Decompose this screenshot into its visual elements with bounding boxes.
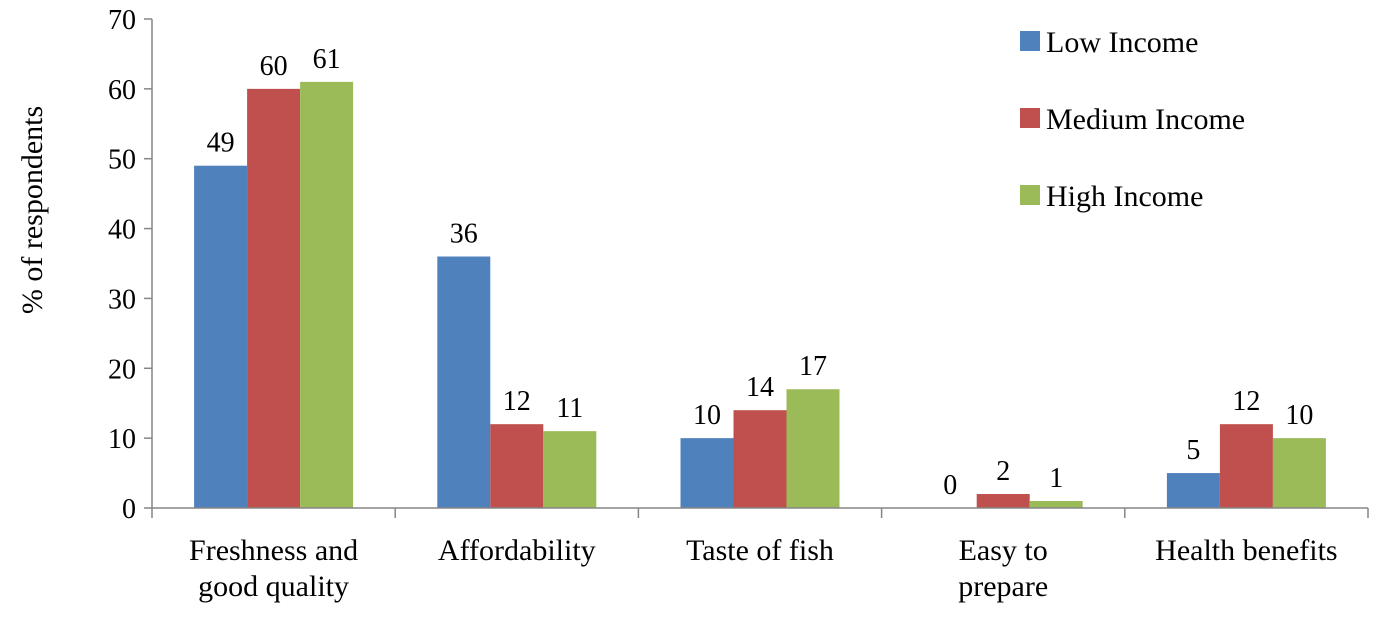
data-label: 10 (1285, 400, 1313, 431)
bar (1166, 473, 1220, 508)
category-label: Health benefits (1155, 534, 1337, 567)
bar (194, 165, 248, 508)
data-label: 0 (943, 470, 957, 501)
data-label: 49 (207, 128, 235, 159)
data-label: 5 (1186, 435, 1200, 466)
category-labels: Freshness and good quality Affordability Ta… (189, 534, 1338, 603)
legend-swatch (1020, 31, 1040, 51)
data-label: 11 (556, 393, 583, 424)
bar (1219, 424, 1273, 508)
bar (543, 431, 597, 508)
y-axis-ticks: 0 10 20 30 40 50 60 70 (108, 5, 152, 525)
bar (300, 81, 354, 508)
legend: Low Income Medium Income High Income (1020, 26, 1245, 213)
bar (1029, 501, 1083, 508)
y-tick-label: 10 (108, 424, 136, 455)
data-label: 61 (313, 44, 341, 75)
y-tick-label: 40 (108, 215, 136, 246)
category-label: Taste of fish (686, 534, 834, 567)
bar (1272, 438, 1326, 508)
category-label: Easy to prepare (958, 534, 1048, 603)
y-tick-label: 20 (108, 354, 136, 385)
data-label: 10 (693, 400, 721, 431)
data-label: 14 (746, 372, 774, 403)
data-label: 36 (450, 219, 478, 250)
bar (786, 389, 840, 508)
data-label: 17 (799, 351, 827, 382)
bars (194, 81, 1326, 508)
y-tick-label: 30 (108, 284, 136, 315)
legend-swatch (1020, 185, 1040, 205)
data-label: 2 (996, 456, 1010, 487)
data-label: 60 (260, 51, 288, 82)
y-tick-label: 70 (108, 5, 136, 36)
bar (976, 494, 1030, 508)
axes (151, 19, 1369, 518)
y-tick-label: 60 (108, 75, 136, 106)
bar (733, 410, 787, 508)
y-tick-label: 50 (108, 145, 136, 176)
category-label: Affordability (438, 534, 596, 567)
data-label: 12 (1232, 386, 1260, 417)
legend-swatch (1020, 108, 1040, 128)
data-label: 1 (1049, 463, 1063, 494)
y-axis-title: % of respondents (16, 106, 49, 314)
legend-label: Medium Income (1046, 103, 1245, 136)
legend-label: High Income (1046, 180, 1203, 213)
y-tick-label: 0 (122, 494, 136, 525)
legend-label: Low Income (1046, 26, 1198, 59)
bar (247, 88, 301, 508)
data-label: 12 (503, 386, 531, 417)
bar (437, 256, 491, 508)
bar (490, 424, 544, 508)
bar (680, 438, 734, 508)
category-label: Freshness and good quality (189, 534, 358, 603)
data-labels: 49 36 10 0 5 60 12 14 2 12 61 11 17 1 10 (207, 44, 1314, 501)
